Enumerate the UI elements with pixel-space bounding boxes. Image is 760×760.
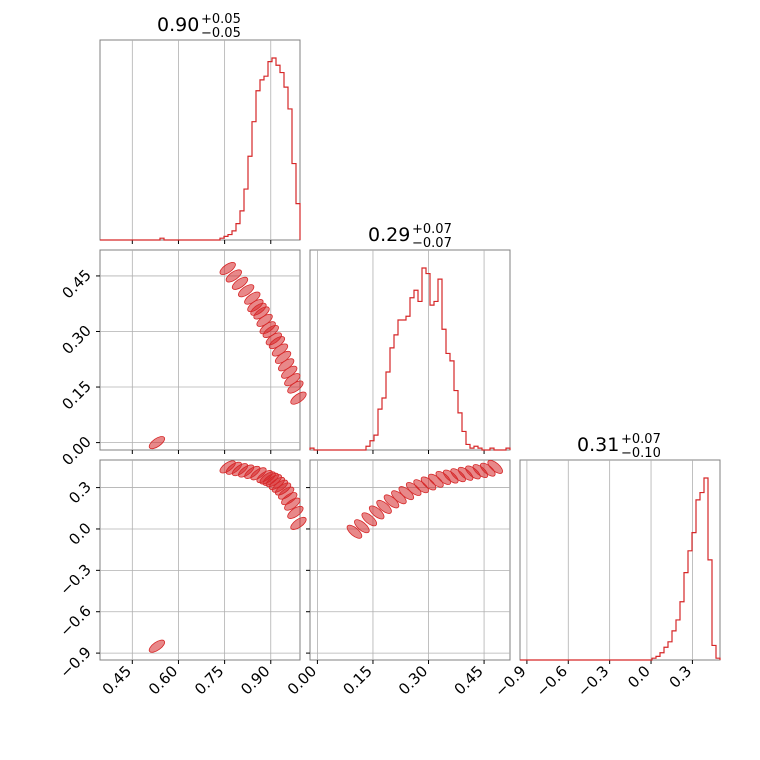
scatter-point [354, 519, 370, 534]
panel-frame [519, 459, 721, 661]
y-tick-label: 0.0 [65, 519, 95, 549]
title-param-2-minus: −0.10 [621, 446, 661, 461]
x-tick-label: 0.45 [99, 662, 135, 698]
panel-frame [99, 39, 301, 241]
scatter-point [290, 391, 307, 405]
scatter-point [290, 516, 307, 530]
title-param-2: 0.31 +0.07 −0.10 [577, 432, 661, 461]
x-tick-label: 0.45 [451, 662, 487, 698]
panel-frame [99, 249, 301, 451]
title-param-1-minus: −0.07 [412, 236, 452, 251]
title-param-0-plus: +0.05 [201, 12, 241, 27]
scatter-point [376, 499, 392, 514]
histogram-series [309, 267, 511, 451]
scatter-point [287, 380, 304, 394]
panel-frame [99, 459, 301, 661]
x-tick-label: 0.30 [395, 662, 431, 698]
y-tick-label: 0.15 [58, 377, 94, 413]
scatter-point [487, 459, 503, 474]
x-tick-label: 0.75 [191, 662, 227, 698]
hist-panel-param-2 [519, 459, 721, 664]
scatter-point [148, 436, 166, 450]
y-tick-label: 0.30 [58, 322, 94, 358]
scatter-panel-param-0-vs-1 [96, 249, 307, 454]
scatter-point [225, 269, 242, 283]
scatter-point [346, 524, 363, 539]
y-tick-label: −0.6 [56, 602, 94, 640]
scatter-point [148, 639, 166, 653]
scatter-point [368, 505, 385, 520]
x-tick-label: 0.60 [145, 662, 181, 698]
x-tick-label: 0.90 [237, 662, 273, 698]
scatter-point [231, 276, 249, 290]
scatter-panel-param-0-vs-2 [96, 459, 307, 664]
title-param-2-median: 0.31 [577, 434, 619, 456]
hist-panel-param-0 [99, 39, 301, 244]
title-param-1-median: 0.29 [368, 224, 410, 246]
x-tick-label: 0.15 [339, 662, 375, 698]
scatter-panel-param-1-vs-2 [306, 459, 511, 664]
title-param-1: 0.29 +0.07 −0.07 [368, 222, 452, 251]
x-tick-label: 0.3 [666, 662, 696, 692]
y-tick-label: 0.00 [58, 433, 94, 469]
title-param-0-minus: −0.05 [201, 26, 241, 41]
panel-frame [309, 249, 511, 451]
scatter-point [238, 284, 255, 298]
y-tick-label: −0.9 [56, 643, 94, 681]
scatter-point [361, 512, 378, 527]
panel-frame [309, 459, 511, 661]
x-tick-labels: 0.45 0.60 0.75 0.90 0.00 0.15 0.30 0.45 −0.9 −0.6… [99, 662, 695, 700]
scatter-point [287, 505, 304, 519]
title-param-0: 0.90 +0.05 −0.05 [157, 12, 241, 41]
scatter-point [219, 262, 236, 276]
y-tick-label: −0.3 [56, 560, 94, 598]
y-tick-label: 0.3 [65, 478, 95, 508]
x-tick-label: 0.00 [284, 662, 320, 698]
y-tick-labels: 0.00 0.15 0.30 0.45 −0.9−0.6 −0.3 0.0 0.3 [56, 266, 94, 682]
x-tick-label: −0.6 [533, 662, 571, 700]
title-param-0-median: 0.90 [157, 14, 199, 36]
x-tick-label: −0.9 [491, 662, 529, 700]
x-tick-label: −0.3 [574, 662, 612, 700]
y-tick-label: 0.45 [58, 266, 94, 302]
histogram-series [520, 477, 721, 661]
hist-panel-param-1 [309, 249, 511, 454]
histogram-series [100, 57, 301, 241]
scatter-point [284, 497, 301, 511]
title-param-2-plus: +0.07 [621, 432, 661, 447]
x-tick-label: 0.0 [624, 662, 654, 692]
title-param-1-plus: +0.07 [412, 222, 452, 237]
